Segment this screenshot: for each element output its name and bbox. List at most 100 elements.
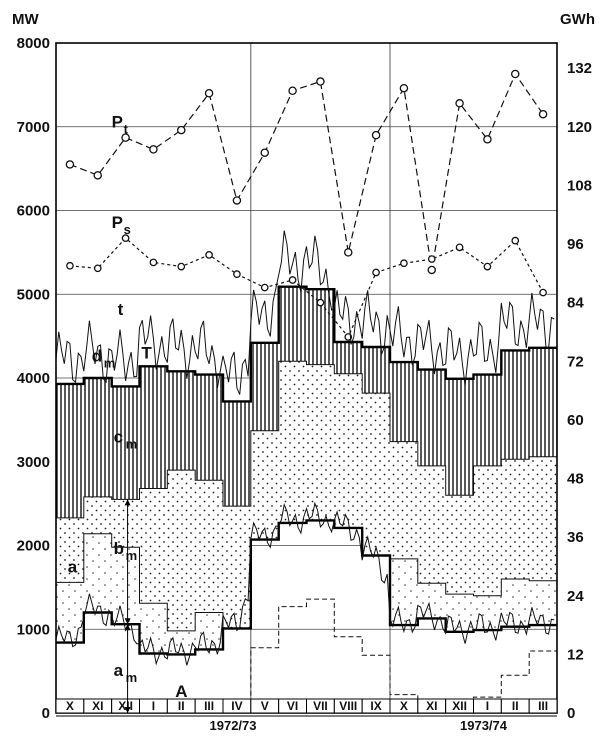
point-Pt (343, 248, 353, 257)
series-am (56, 519, 557, 656)
y-right-tick: 24 (567, 588, 584, 605)
point-Pt (232, 196, 242, 205)
line-layer (55, 69, 557, 714)
label-A: A (175, 682, 187, 701)
point-Ps (93, 264, 102, 273)
label-t: t (118, 300, 124, 319)
y-right-tick: 96 (567, 236, 584, 253)
y-right-tick: 60 (567, 412, 584, 429)
point-Pt (427, 265, 436, 275)
y-right-tick: 72 (567, 353, 584, 370)
series-a (55, 501, 555, 666)
y-left-tick: 5000 (17, 286, 50, 303)
point-Pt (510, 69, 520, 79)
y-left-unit: MW (12, 11, 39, 28)
point-Pt (121, 133, 130, 142)
arrow-bm-head (124, 618, 131, 625)
label-a: a (68, 557, 78, 576)
axis-layer: 0 1000 2000 3000 4000 5000 6000 7000 8000 0 12 24 36… (12, 11, 595, 733)
month-label: X (66, 699, 74, 713)
y-right-tick: 0 (567, 705, 575, 722)
y-right-tick: 48 (567, 471, 584, 488)
month-label: X (400, 699, 408, 713)
y-right-unit: GWh (560, 11, 595, 28)
point-Pt (288, 86, 297, 95)
point-Ps (316, 298, 325, 307)
cm-bottom-line (56, 360, 557, 519)
label-T: T (141, 343, 152, 362)
point-Pt (538, 109, 548, 119)
point-Pt (371, 130, 381, 140)
point-Pt (483, 135, 492, 144)
point-Pt (316, 77, 325, 86)
label-pt: P (112, 113, 123, 132)
point-Ps (260, 283, 269, 292)
label-pt-sub: t (124, 122, 129, 137)
season-label: 1973/74 (460, 718, 508, 733)
label-bm: b (114, 539, 124, 558)
month-label: I (486, 699, 489, 713)
point-Ps (372, 268, 380, 277)
month-label: I (152, 699, 155, 713)
y-left-tick: 0 (42, 705, 50, 722)
month-label: VII (313, 699, 328, 713)
point-Pt (204, 89, 214, 98)
point-Ps (483, 262, 492, 271)
point-Pt (176, 125, 186, 135)
arrow-am-head (124, 707, 131, 713)
label-ps-sub: s (124, 222, 131, 237)
month-label: III (204, 699, 214, 713)
label-ps: P (112, 213, 123, 232)
label-cm-sub: m (126, 436, 138, 451)
series-T (56, 285, 557, 403)
label-dm: d (92, 346, 102, 365)
series-Pt (69, 72, 544, 271)
label-dm-sub: m (104, 355, 116, 370)
label-bm-sub: m (126, 548, 138, 563)
label-am: a (114, 661, 124, 680)
month-label: VIII (339, 699, 357, 713)
y-right-tick: 84 (567, 295, 584, 312)
point-Ps (288, 276, 297, 284)
y-right-tick: 12 (567, 646, 584, 663)
band-bm (56, 361, 557, 631)
point-Ps (149, 258, 158, 267)
point-Pt (399, 83, 409, 93)
month-label: IX (370, 699, 381, 713)
month-label: XI (92, 699, 103, 713)
point-Ps (121, 234, 130, 242)
point-Ps (455, 243, 464, 252)
y-left-tick: 8000 (17, 35, 50, 52)
band-cm (56, 286, 557, 518)
point-Pt (149, 145, 158, 154)
month-cell (528, 698, 558, 714)
month-label: XI (426, 699, 437, 713)
y-right-tick: 132 (567, 60, 592, 77)
month-label: IV (231, 699, 242, 713)
point-Ps (400, 259, 408, 268)
month-label: XII (452, 699, 467, 713)
y-right-tick: 120 (567, 119, 592, 136)
label-am-sub: m (126, 670, 138, 685)
y-left-tick: 4000 (17, 370, 50, 387)
arrow-bm-tail (124, 499, 131, 506)
month-label: II (512, 699, 519, 713)
point-Ps (511, 236, 520, 245)
series-t (55, 230, 555, 395)
point-Ps (233, 270, 241, 278)
point-Pt (455, 99, 464, 108)
y-left-tick: 7000 (17, 119, 50, 136)
y-right-tick: 108 (567, 177, 592, 194)
point-Pt (93, 171, 103, 180)
arrow-am-tail (124, 624, 131, 631)
point-Pt (260, 148, 269, 157)
point-Pt (65, 160, 75, 169)
point-Ps (539, 288, 547, 297)
label-cm: c (114, 427, 123, 446)
y-right-tick: 36 (567, 529, 584, 546)
season-label: 1972/73 (210, 718, 257, 733)
point-Ps (205, 251, 213, 259)
point-Ps (177, 262, 186, 271)
